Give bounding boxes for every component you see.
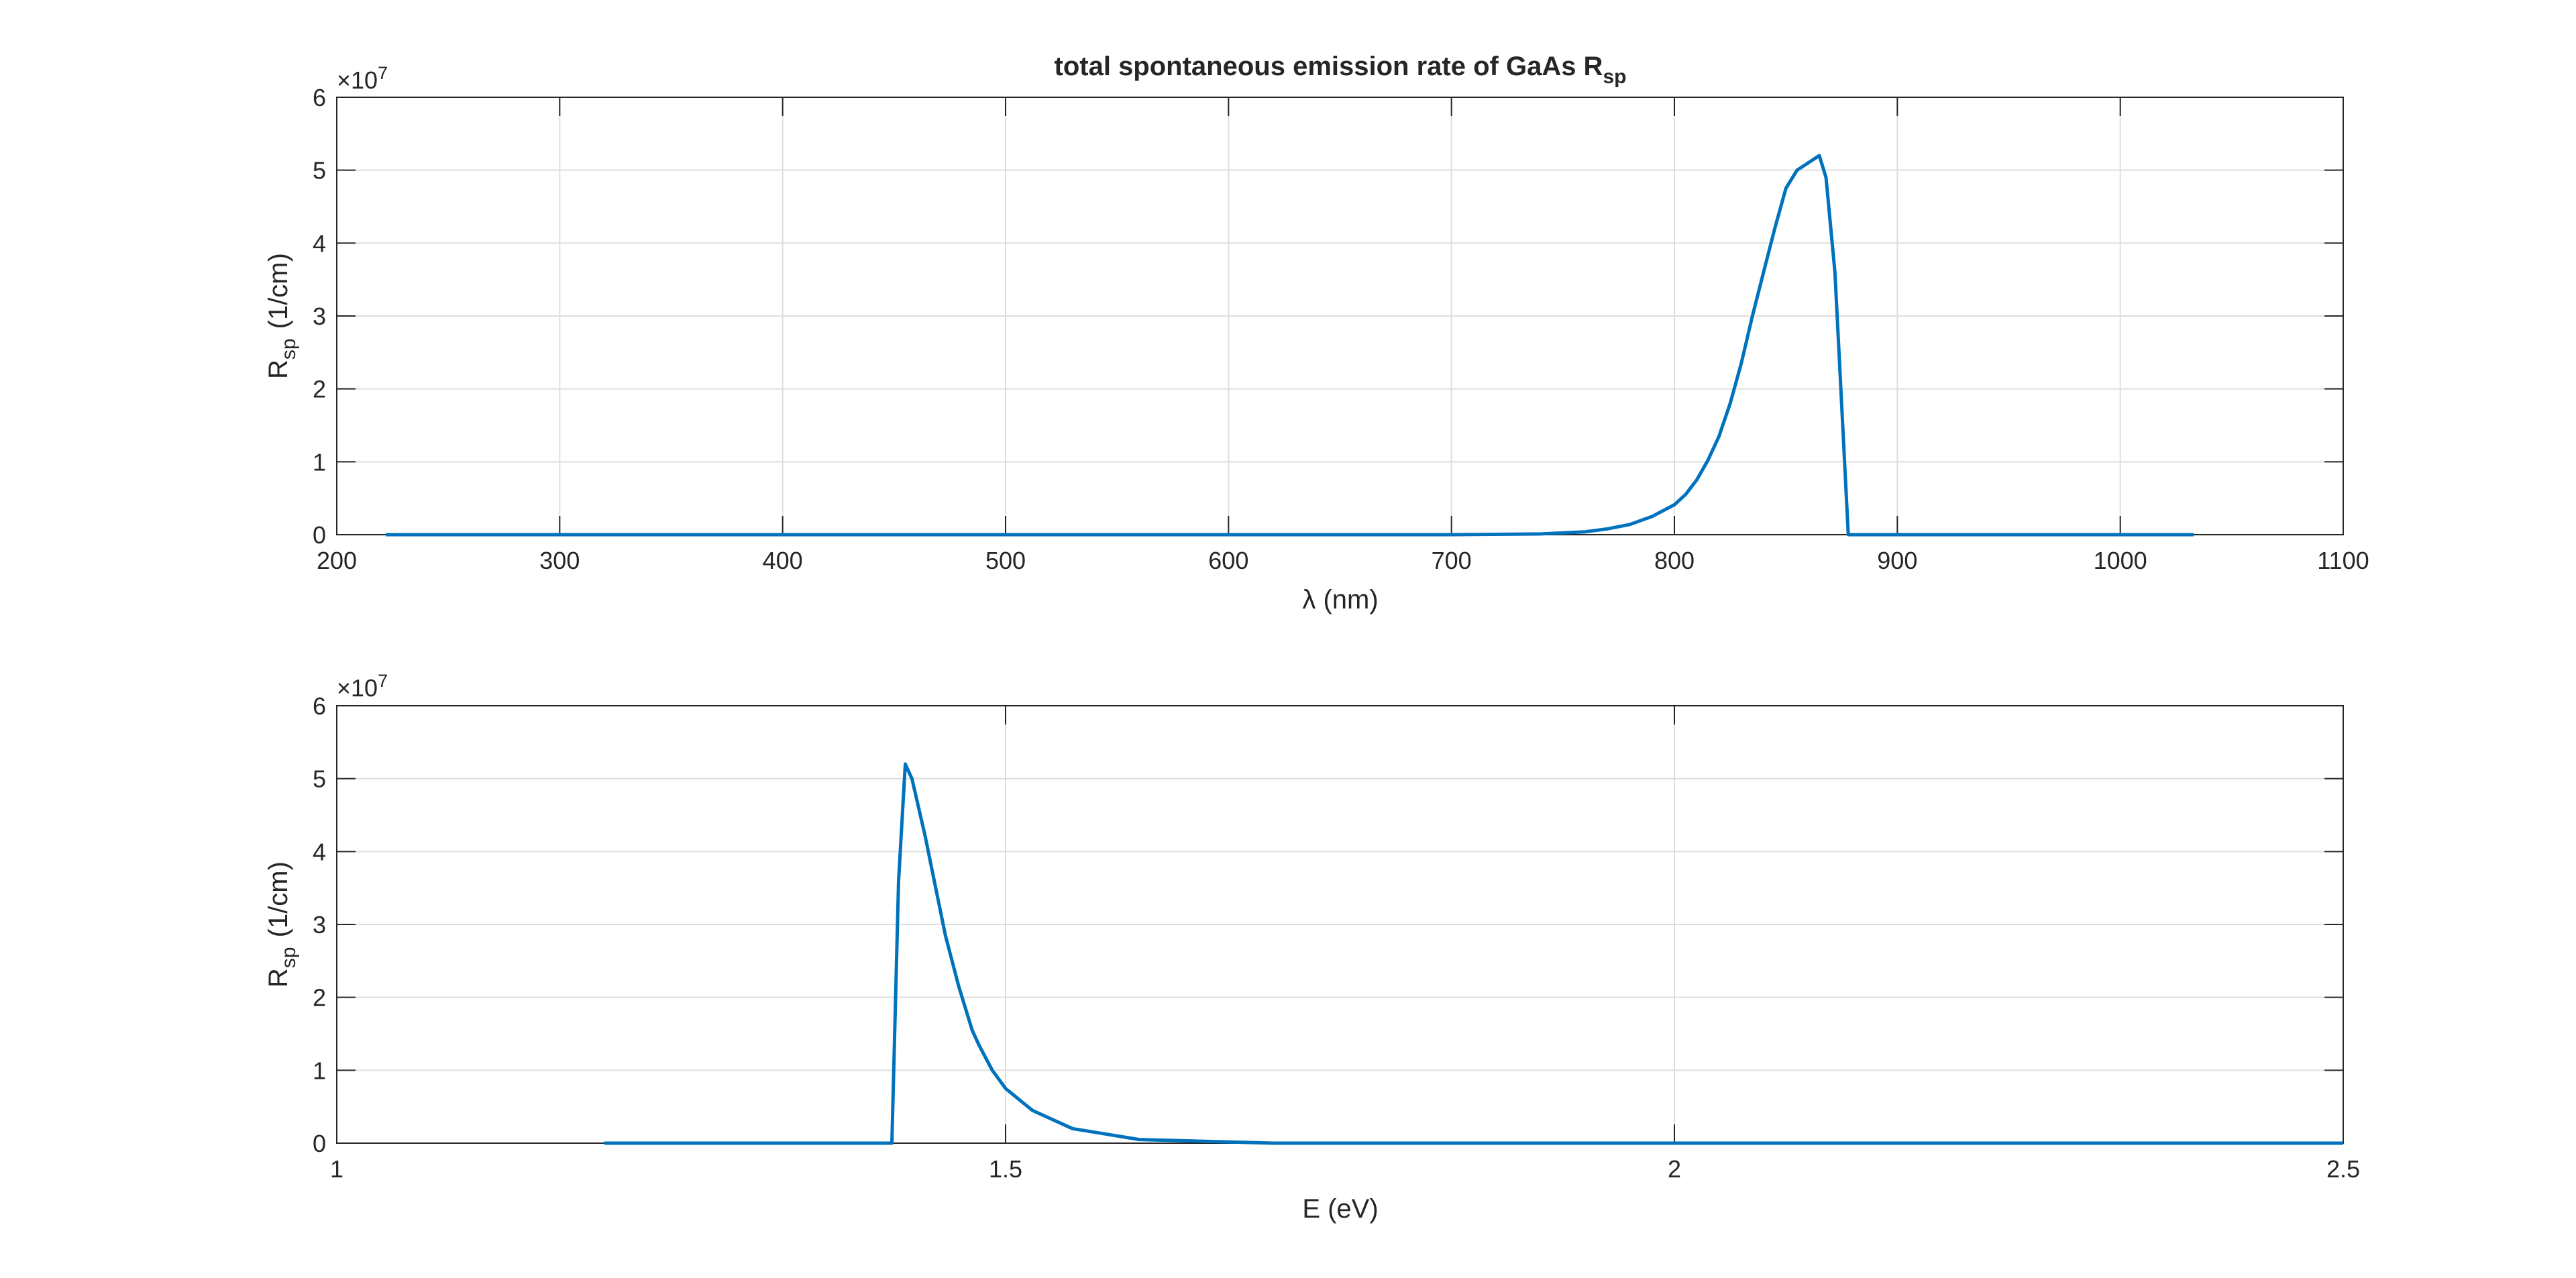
bottom-plot-ytick-label: 2 (313, 984, 326, 1012)
bottom-plot-xtick-label: 2 (1668, 1155, 1681, 1183)
top-plot-ytick-label: 0 (313, 521, 326, 549)
bottom-plot-series-line (604, 762, 2343, 1145)
top-plot-ytick-label: 1 (313, 448, 326, 476)
top-plot-xtick-label: 600 (1208, 547, 1248, 574)
bottom-plot-ytick-label: 3 (313, 911, 326, 939)
bottom-plot-xtick-label: 1.5 (989, 1155, 1022, 1183)
top-plot-ylabel: Rsp(1/cm) (264, 253, 300, 379)
figure-title: total spontaneous emission rate of GaAs … (1055, 52, 1627, 88)
top-plot-xtick-label: 300 (539, 547, 580, 574)
top-plot-xtick-label: 500 (985, 547, 1026, 574)
bottom-plot-xtick-label: 2.5 (2326, 1155, 2360, 1183)
top-plot-xtick-label: 1000 (2094, 547, 2147, 574)
top-plot-xtick-label: 400 (763, 547, 803, 574)
top-plot-exponent: ×107 (337, 63, 388, 94)
top-plot-xtick-label: 900 (1877, 547, 1917, 574)
top-plot-grid (337, 97, 2343, 535)
top-plot-xlabel: λ (nm) (1302, 585, 1378, 615)
bottom-plot-ytick-label: 6 (313, 692, 326, 720)
bottom-plot-grid (337, 706, 2343, 1143)
top-plot-series-line (386, 154, 2194, 537)
bottom-plot-exponent: ×107 (337, 671, 388, 702)
top-plot-xtick-label: 700 (1432, 547, 1472, 574)
bottom-plot-ytick-label: 5 (313, 765, 326, 793)
top-plot-ytick-label: 4 (313, 229, 326, 257)
top-plot-ytick-label: 3 (313, 303, 326, 330)
bottom-plot-ytick-label: 0 (313, 1130, 326, 1157)
bottom-plot-xlabel: E (eV) (1302, 1194, 1378, 1224)
top-plot-axes: 200 300 400 500 600 700 800 900 1000 11000123456 … (264, 63, 2369, 615)
top-plot-xtick-label: 800 (1654, 547, 1695, 574)
bottom-plot-xtick-label: 1 (330, 1155, 343, 1183)
bottom-plot-ylabel: Rsp(1/cm) (264, 861, 300, 988)
top-plot-xtick-label: 200 (317, 547, 357, 574)
top-plot-ticks: 200 300 400 500 600 700 800 900 1000 1100 0 1 2 3 4 5 6 (313, 84, 2369, 574)
top-plot-xtick-label: 1100 (2317, 547, 2369, 574)
top-plot-ytick-label: 6 (313, 84, 326, 111)
top-plot-ytick-label: 5 (313, 157, 326, 184)
bottom-plot-ytick-label: 1 (313, 1057, 326, 1084)
bottom-plot-ytick-label: 4 (313, 838, 326, 865)
top-plot-ytick-label: 2 (313, 376, 326, 403)
